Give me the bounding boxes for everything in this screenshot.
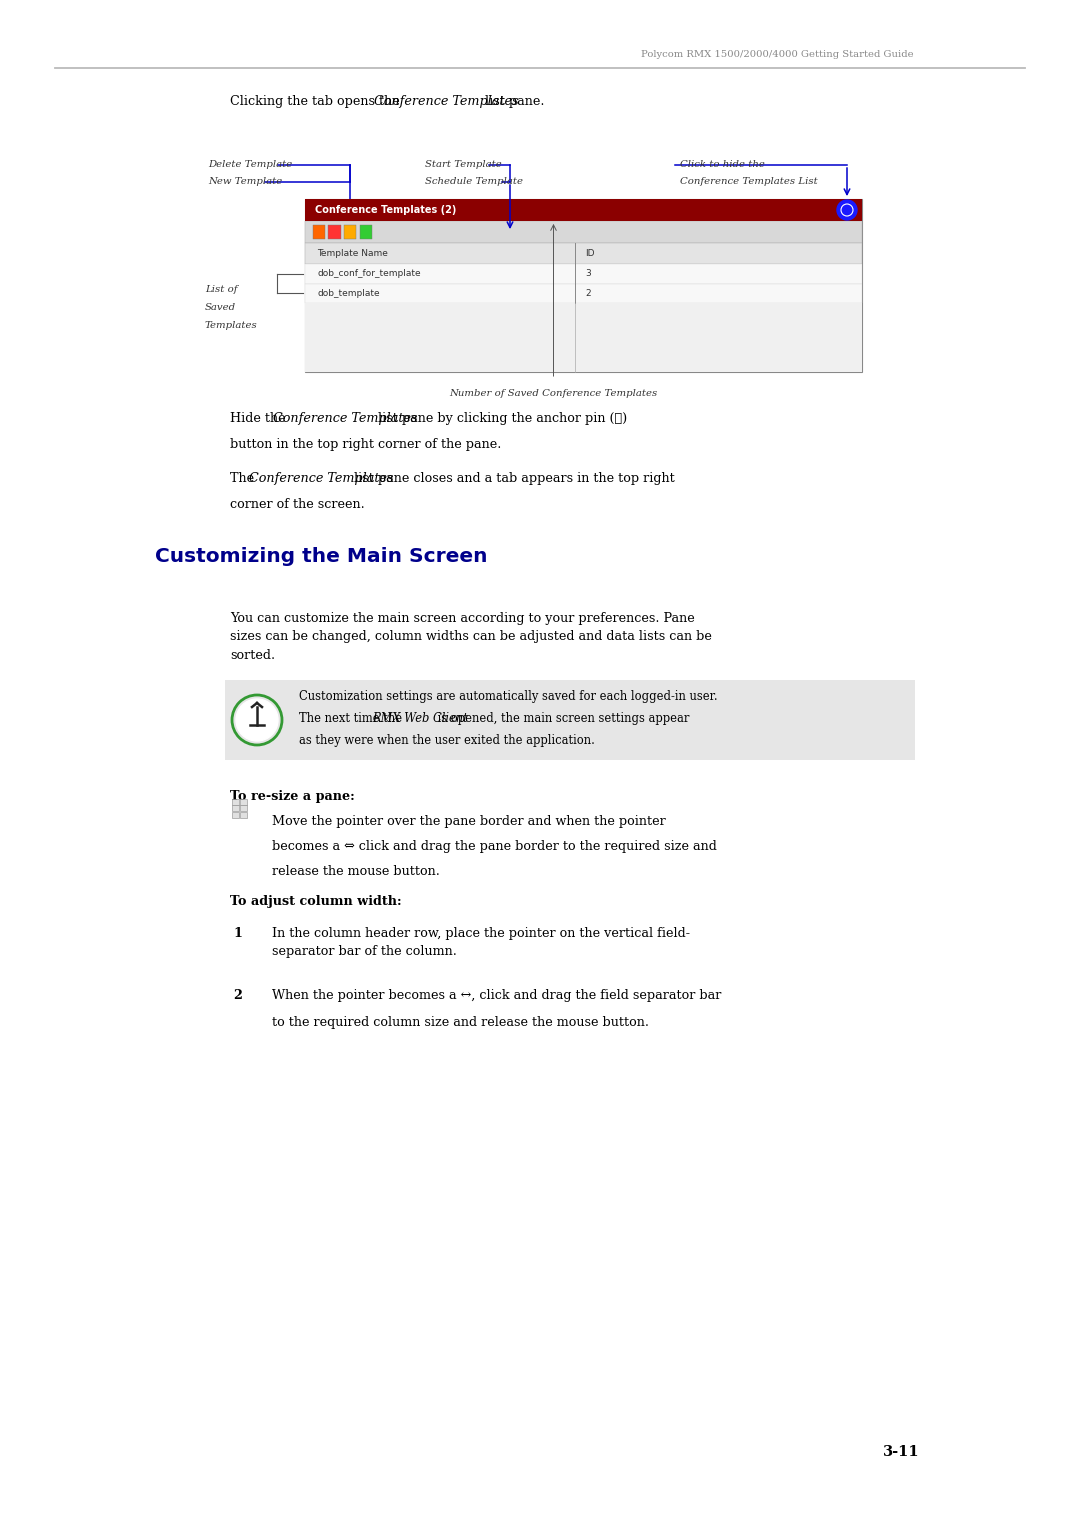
Text: Start Template: Start Template bbox=[426, 160, 502, 169]
Text: button in the top right corner of the pane.: button in the top right corner of the pa… bbox=[230, 438, 501, 450]
FancyBboxPatch shape bbox=[225, 680, 915, 760]
Text: release the mouse button.: release the mouse button. bbox=[272, 864, 440, 878]
Text: Clicking the tab opens the: Clicking the tab opens the bbox=[230, 96, 404, 108]
Text: Customizing the Main Screen: Customizing the Main Screen bbox=[156, 547, 487, 567]
FancyBboxPatch shape bbox=[232, 805, 239, 811]
Text: dob_template: dob_template bbox=[318, 289, 380, 298]
FancyBboxPatch shape bbox=[240, 799, 246, 805]
Text: becomes a ⇔ click and drag the pane border to the required size and: becomes a ⇔ click and drag the pane bord… bbox=[272, 840, 717, 854]
Text: is opened, the main screen settings appear: is opened, the main screen settings appe… bbox=[433, 712, 689, 725]
Text: 2: 2 bbox=[233, 989, 242, 1002]
Text: Hide the: Hide the bbox=[230, 412, 289, 425]
Text: Conference Templates: Conference Templates bbox=[273, 412, 418, 425]
Text: You can customize the main screen according to your preferences. Pane
sizes can : You can customize the main screen accord… bbox=[230, 612, 712, 663]
Text: The: The bbox=[230, 472, 258, 486]
Text: as they were when the user exited the application.: as they were when the user exited the ap… bbox=[299, 734, 595, 747]
Text: Move the pointer over the pane border and when the pointer: Move the pointer over the pane border an… bbox=[272, 815, 665, 828]
Text: corner of the screen.: corner of the screen. bbox=[230, 498, 365, 512]
FancyBboxPatch shape bbox=[305, 199, 862, 373]
Text: Polycom RMX 1500/2000/4000 Getting Started Guide: Polycom RMX 1500/2000/4000 Getting Start… bbox=[642, 50, 914, 60]
FancyBboxPatch shape bbox=[240, 812, 246, 818]
Text: Conference Templates List: Conference Templates List bbox=[680, 177, 818, 186]
Text: To adjust column width:: To adjust column width: bbox=[230, 895, 402, 909]
Text: The next time the: The next time the bbox=[299, 712, 406, 725]
Text: Schedule Template: Schedule Template bbox=[426, 177, 523, 186]
Text: Conference Templates: Conference Templates bbox=[374, 96, 518, 108]
Text: 1: 1 bbox=[233, 927, 242, 941]
Text: To re-size a pane:: To re-size a pane: bbox=[230, 789, 354, 803]
FancyBboxPatch shape bbox=[305, 264, 862, 284]
Text: List of: List of bbox=[205, 286, 238, 295]
Circle shape bbox=[237, 699, 278, 741]
FancyBboxPatch shape bbox=[328, 224, 340, 240]
FancyBboxPatch shape bbox=[305, 284, 862, 302]
FancyBboxPatch shape bbox=[305, 199, 862, 221]
Text: Click to hide the: Click to hide the bbox=[680, 160, 765, 169]
FancyBboxPatch shape bbox=[240, 805, 246, 811]
FancyBboxPatch shape bbox=[232, 799, 239, 805]
Text: dob_conf_for_template: dob_conf_for_template bbox=[318, 269, 420, 278]
Text: 3: 3 bbox=[585, 269, 591, 278]
Circle shape bbox=[837, 200, 858, 220]
Text: 3-11: 3-11 bbox=[883, 1445, 920, 1458]
Text: RMX Web Client: RMX Web Client bbox=[373, 712, 469, 725]
Text: Templates: Templates bbox=[205, 322, 258, 330]
Text: Number of Saved Conference Templates: Number of Saved Conference Templates bbox=[449, 389, 658, 399]
Text: Conference Templates (2): Conference Templates (2) bbox=[315, 205, 457, 215]
Text: list pane by clicking the anchor pin (Ⓟ): list pane by clicking the anchor pin (Ⓟ) bbox=[375, 412, 627, 425]
Text: list pane.: list pane. bbox=[481, 96, 544, 108]
FancyBboxPatch shape bbox=[313, 224, 325, 240]
Text: ID: ID bbox=[585, 249, 594, 258]
FancyBboxPatch shape bbox=[360, 224, 372, 240]
Text: Saved: Saved bbox=[205, 304, 237, 313]
Text: Template Name: Template Name bbox=[318, 249, 388, 258]
Text: list pane closes and a tab appears in the top right: list pane closes and a tab appears in th… bbox=[350, 472, 675, 486]
Text: When the pointer becomes a ↔, click and drag the field separator bar: When the pointer becomes a ↔, click and … bbox=[272, 989, 721, 1002]
Text: New Template: New Template bbox=[208, 177, 282, 186]
Text: Conference Templates: Conference Templates bbox=[249, 472, 393, 486]
FancyBboxPatch shape bbox=[345, 224, 356, 240]
FancyBboxPatch shape bbox=[305, 302, 862, 373]
Text: 2: 2 bbox=[585, 289, 591, 298]
FancyBboxPatch shape bbox=[305, 221, 862, 243]
Text: In the column header row, place the pointer on the vertical field-
separator bar: In the column header row, place the poin… bbox=[272, 927, 690, 959]
FancyBboxPatch shape bbox=[232, 812, 239, 818]
FancyBboxPatch shape bbox=[305, 243, 862, 264]
Text: Delete Template: Delete Template bbox=[208, 160, 293, 169]
Text: Customization settings are automatically saved for each logged-in user.: Customization settings are automatically… bbox=[299, 690, 717, 702]
Text: to the required column size and release the mouse button.: to the required column size and release … bbox=[272, 1015, 649, 1029]
